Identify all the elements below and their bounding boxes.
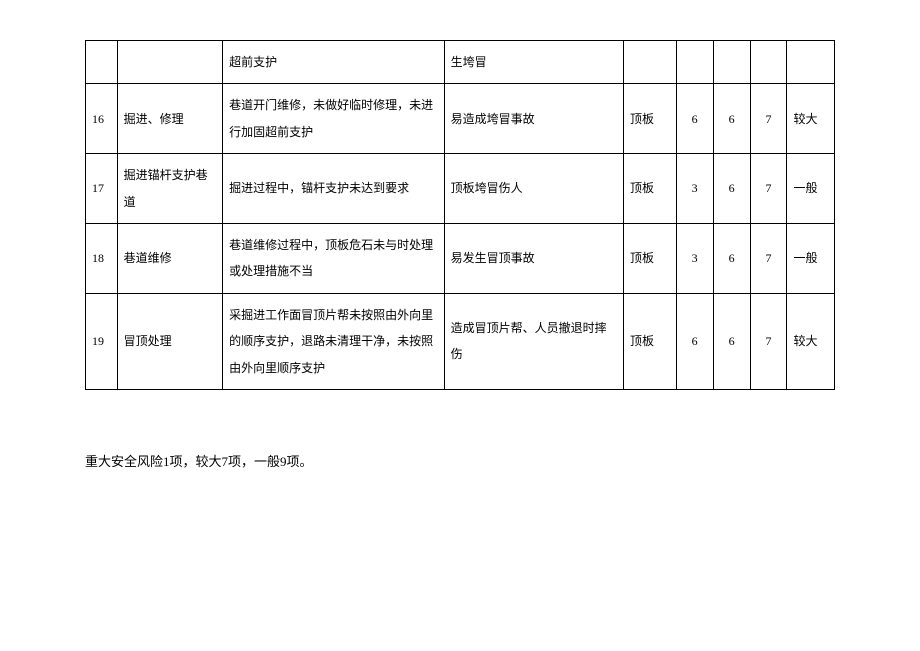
cell-n2: 6 — [713, 84, 750, 154]
cell-hazard: 顶板垮冒伤人 — [444, 154, 623, 224]
cell-idx: 17 — [86, 154, 118, 224]
cell-hazard: 易造成垮冒事故 — [444, 84, 623, 154]
cell-n3: 7 — [750, 84, 787, 154]
cell-type: 顶板 — [623, 154, 676, 224]
cell-idx: 16 — [86, 84, 118, 154]
cell-type — [623, 41, 676, 84]
cell-n2: 6 — [713, 154, 750, 224]
risk-table: 超前支护 生垮冒 16 掘进、修理 巷道开门维修，未做好临时修理，未进行加固超前… — [85, 40, 835, 390]
cell-idx: 18 — [86, 223, 118, 293]
table-row: 超前支护 生垮冒 — [86, 41, 835, 84]
cell-n3: 7 — [750, 293, 787, 389]
cell-level: 一般 — [787, 223, 835, 293]
cell-hazard: 造成冒顶片帮、人员撤退时摔伤 — [444, 293, 623, 389]
cell-task: 冒顶处理 — [117, 293, 222, 389]
cell-idx — [86, 41, 118, 84]
cell-type: 顶板 — [623, 84, 676, 154]
cell-idx: 19 — [86, 293, 118, 389]
cell-n1: 6 — [676, 293, 713, 389]
cell-level: 较大 — [787, 84, 835, 154]
table-row: 16 掘进、修理 巷道开门维修，未做好临时修理，未进行加固超前支护 易造成垮冒事… — [86, 84, 835, 154]
cell-type: 顶板 — [623, 223, 676, 293]
cell-n3: 7 — [750, 154, 787, 224]
cell-n2: 6 — [713, 293, 750, 389]
cell-level — [787, 41, 835, 84]
cell-level: 较大 — [787, 293, 835, 389]
cell-n1: 3 — [676, 154, 713, 224]
cell-desc: 超前支护 — [223, 41, 445, 84]
cell-task: 巷道维修 — [117, 223, 222, 293]
cell-desc: 巷道维修过程中，顶板危石未与时处理或处理措施不当 — [223, 223, 445, 293]
cell-desc: 采掘进工作面冒顶片帮未按照由外向里的顺序支护，退路未清理干净，未按照由外向里顺序… — [223, 293, 445, 389]
table-row: 18 巷道维修 巷道维修过程中，顶板危石未与时处理或处理措施不当 易发生冒顶事故… — [86, 223, 835, 293]
cell-hazard: 易发生冒顶事故 — [444, 223, 623, 293]
cell-n3 — [750, 41, 787, 84]
cell-n1: 6 — [676, 84, 713, 154]
cell-n2 — [713, 41, 750, 84]
cell-task — [117, 41, 222, 84]
cell-n1: 3 — [676, 223, 713, 293]
table-row: 19 冒顶处理 采掘进工作面冒顶片帮未按照由外向里的顺序支护，退路未清理干净，未… — [86, 293, 835, 389]
cell-level: 一般 — [787, 154, 835, 224]
cell-task: 掘进、修理 — [117, 84, 222, 154]
cell-n3: 7 — [750, 223, 787, 293]
cell-desc: 巷道开门维修，未做好临时修理，未进行加固超前支护 — [223, 84, 445, 154]
table-row: 17 掘进锚杆支护巷道 掘进过程中，锚杆支护未达到要求 顶板垮冒伤人 顶板 3 … — [86, 154, 835, 224]
summary-text: 重大安全风险1项，较大7项，一般9项。 — [85, 450, 835, 473]
cell-n2: 6 — [713, 223, 750, 293]
cell-desc: 掘进过程中，锚杆支护未达到要求 — [223, 154, 445, 224]
risk-table-body: 超前支护 生垮冒 16 掘进、修理 巷道开门维修，未做好临时修理，未进行加固超前… — [86, 41, 835, 390]
cell-n1 — [676, 41, 713, 84]
cell-type: 顶板 — [623, 293, 676, 389]
cell-task: 掘进锚杆支护巷道 — [117, 154, 222, 224]
cell-hazard: 生垮冒 — [444, 41, 623, 84]
